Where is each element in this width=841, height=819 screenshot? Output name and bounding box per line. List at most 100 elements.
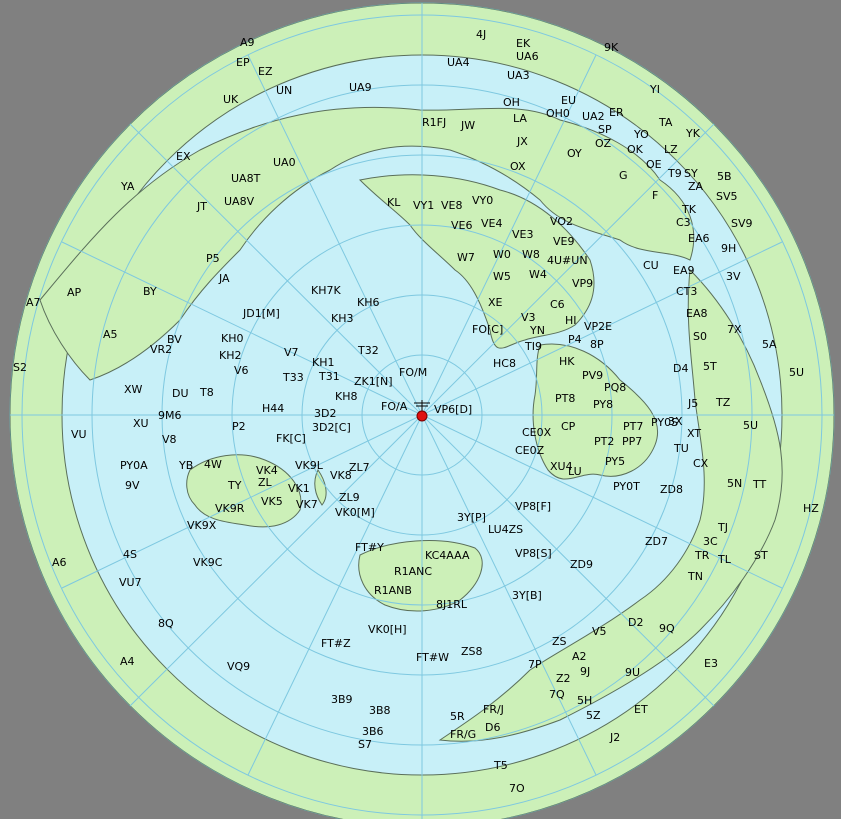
prefix-3b9[interactable]: 3B9 bbox=[331, 693, 353, 706]
prefix-ty[interactable]: TY bbox=[227, 479, 242, 492]
prefix-pv9[interactable]: PV9 bbox=[582, 369, 603, 382]
prefix-4s[interactable]: 4S bbox=[123, 548, 137, 561]
prefix-tr[interactable]: TR bbox=[694, 549, 710, 562]
prefix-ya[interactable]: YA bbox=[120, 180, 135, 193]
prefix-er[interactable]: ER bbox=[609, 106, 624, 119]
prefix-vr2[interactable]: VR2 bbox=[150, 343, 172, 356]
prefix-tu[interactable]: TU bbox=[673, 442, 689, 455]
prefix-tz[interactable]: TZ bbox=[715, 396, 731, 409]
prefix-ua3[interactable]: UA3 bbox=[507, 69, 530, 82]
prefix-oe[interactable]: OE bbox=[646, 158, 662, 171]
prefix-9q[interactable]: 9Q bbox=[659, 622, 675, 635]
prefix-vk9x[interactable]: VK9X bbox=[187, 519, 217, 532]
prefix-tn[interactable]: TN bbox=[687, 570, 703, 583]
prefix-hi[interactable]: HI bbox=[565, 314, 577, 327]
prefix-f[interactable]: F bbox=[652, 189, 658, 202]
prefix-ua8t[interactable]: UA8T bbox=[231, 172, 261, 185]
prefix-ea8[interactable]: EA8 bbox=[686, 307, 707, 320]
prefix-vp2e[interactable]: VP2E bbox=[584, 320, 612, 333]
prefix-zl9[interactable]: ZL9 bbox=[339, 491, 360, 504]
prefix-xw[interactable]: XW bbox=[124, 383, 143, 396]
prefix-t9[interactable]: T9 bbox=[667, 167, 682, 180]
prefix-9k[interactable]: 9K bbox=[604, 41, 619, 54]
prefix-ct3[interactable]: CT3 bbox=[676, 285, 697, 298]
prefix-v3[interactable]: V3 bbox=[521, 311, 536, 324]
prefix-8p[interactable]: 8P bbox=[590, 338, 604, 351]
prefix-ox[interactable]: OX bbox=[510, 160, 526, 173]
prefix-j5[interactable]: J5 bbox=[687, 397, 698, 410]
prefix-vq9[interactable]: VQ9 bbox=[227, 660, 250, 673]
prefix-cu[interactable]: CU bbox=[643, 259, 659, 272]
prefix-ft-z[interactable]: FT#Z bbox=[321, 637, 351, 650]
prefix-kh7k[interactable]: KH7K bbox=[311, 284, 341, 297]
prefix-v6[interactable]: V6 bbox=[234, 364, 249, 377]
prefix-9h[interactable]: 9H bbox=[721, 242, 736, 255]
prefix-s2[interactable]: S2 bbox=[13, 361, 27, 374]
prefix-a5[interactable]: A5 bbox=[103, 328, 118, 341]
prefix-yb[interactable]: YB bbox=[178, 459, 193, 472]
prefix-5b[interactable]: 5B bbox=[717, 170, 732, 183]
prefix-5h[interactable]: 5H bbox=[577, 694, 592, 707]
prefix-5z[interactable]: 5Z bbox=[586, 709, 601, 722]
prefix-py5[interactable]: PY5 bbox=[605, 455, 625, 468]
prefix-pt7[interactable]: PT7 bbox=[623, 420, 643, 433]
prefix-5t[interactable]: 5T bbox=[703, 360, 717, 373]
prefix-zl[interactable]: ZL bbox=[258, 476, 273, 489]
prefix-pq8[interactable]: PQ8 bbox=[604, 381, 626, 394]
prefix-w0[interactable]: W0 bbox=[493, 248, 511, 261]
prefix-hc8[interactable]: HC8 bbox=[493, 357, 516, 370]
prefix-fk-c[interactable]: FK[C] bbox=[276, 432, 306, 445]
prefix-zl7[interactable]: ZL7 bbox=[349, 461, 370, 474]
prefix-xe[interactable]: XE bbox=[488, 296, 503, 309]
prefix-ua8v[interactable]: UA8V bbox=[224, 195, 255, 208]
prefix-vu7[interactable]: VU7 bbox=[119, 576, 142, 589]
prefix-9j[interactable]: 9J bbox=[580, 665, 590, 678]
prefix-ti9[interactable]: TI9 bbox=[524, 340, 542, 353]
prefix-vp9[interactable]: VP9 bbox=[572, 277, 593, 290]
prefix-vu[interactable]: VU bbox=[71, 428, 87, 441]
prefix-sv5[interactable]: SV5 bbox=[716, 190, 738, 203]
prefix-fo-c[interactable]: FO[C] bbox=[472, 323, 503, 336]
prefix-s0[interactable]: S0 bbox=[693, 330, 707, 343]
prefix-ce0x[interactable]: CE0X bbox=[522, 426, 552, 439]
prefix-vk0-h[interactable]: VK0[H] bbox=[368, 623, 407, 636]
prefix-xu[interactable]: XU bbox=[133, 417, 149, 430]
prefix-g[interactable]: G bbox=[619, 169, 628, 182]
prefix-lu[interactable]: LU bbox=[568, 465, 582, 478]
prefix-sp[interactable]: SP bbox=[598, 123, 612, 136]
prefix-oh[interactable]: OH bbox=[503, 96, 520, 109]
prefix-kh3[interactable]: KH3 bbox=[331, 312, 353, 325]
prefix-s7[interactable]: S7 bbox=[358, 738, 372, 751]
prefix-t5[interactable]: T5 bbox=[493, 759, 508, 772]
prefix-a2[interactable]: A2 bbox=[572, 650, 587, 663]
prefix-5u[interactable]: 5U bbox=[743, 419, 758, 432]
prefix-zd8[interactable]: ZD8 bbox=[660, 483, 683, 496]
prefix-9m6[interactable]: 9M6 bbox=[158, 409, 182, 422]
prefix-7o[interactable]: 7O bbox=[509, 782, 525, 795]
prefix-ja[interactable]: JA bbox=[218, 272, 230, 285]
prefix-ft-w[interactable]: FT#W bbox=[416, 651, 449, 664]
prefix-ve3[interactable]: VE3 bbox=[512, 228, 533, 241]
prefix-tt[interactable]: TT bbox=[752, 478, 767, 491]
prefix-d6[interactable]: D6 bbox=[485, 721, 500, 734]
prefix-9v[interactable]: 9V bbox=[125, 479, 140, 492]
prefix-cp[interactable]: CP bbox=[561, 420, 576, 433]
prefix-p2[interactable]: P2 bbox=[232, 420, 246, 433]
prefix-t8[interactable]: T8 bbox=[199, 386, 214, 399]
prefix-fr-j[interactable]: FR/J bbox=[483, 703, 504, 716]
prefix-xu4[interactable]: XU4 bbox=[550, 460, 573, 473]
prefix-vy1[interactable]: VY1 bbox=[413, 199, 434, 212]
prefix-t31[interactable]: T31 bbox=[318, 370, 340, 383]
prefix-py0a[interactable]: PY0A bbox=[120, 459, 148, 472]
prefix-a4[interactable]: A4 bbox=[120, 655, 135, 668]
prefix-vy0[interactable]: VY0 bbox=[472, 194, 493, 207]
prefix-by[interactable]: BY bbox=[143, 285, 157, 298]
prefix-et[interactable]: ET bbox=[634, 703, 648, 716]
prefix-kh2[interactable]: KH2 bbox=[219, 349, 241, 362]
prefix-vk9r[interactable]: VK9R bbox=[215, 502, 245, 515]
prefix-kh8[interactable]: KH8 bbox=[335, 390, 357, 403]
prefix-zs[interactable]: ZS bbox=[552, 635, 567, 648]
prefix-ce0z[interactable]: CE0Z bbox=[515, 444, 545, 457]
prefix-oh0[interactable]: OH0 bbox=[546, 107, 570, 120]
